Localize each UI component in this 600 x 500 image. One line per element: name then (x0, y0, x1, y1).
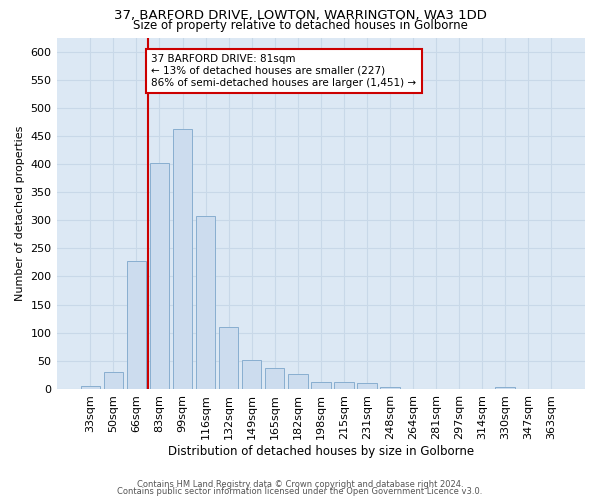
Bar (127, 262, 146, 389)
Bar (242, 360, 262, 389)
Bar (334, 382, 353, 389)
Text: Contains HM Land Registry data © Crown copyright and database right 2024.: Contains HM Land Registry data © Crown c… (137, 480, 463, 489)
Bar (104, 372, 123, 389)
Bar (149, 164, 169, 389)
Bar (380, 388, 400, 389)
Bar (265, 368, 284, 389)
Bar (311, 382, 331, 389)
Bar (196, 216, 215, 389)
Text: Contains public sector information licensed under the Open Government Licence v3: Contains public sector information licen… (118, 487, 482, 496)
Text: 37, BARFORD DRIVE, LOWTON, WARRINGTON, WA3 1DD: 37, BARFORD DRIVE, LOWTON, WARRINGTON, W… (113, 9, 487, 22)
Text: 37 BARFORD DRIVE: 81sqm
← 13% of detached houses are smaller (227)
86% of semi-d: 37 BARFORD DRIVE: 81sqm ← 13% of detache… (151, 54, 416, 88)
Text: Size of property relative to detached houses in Golborne: Size of property relative to detached ho… (133, 19, 467, 32)
Bar (80, 386, 100, 389)
Bar (173, 129, 193, 389)
Bar (219, 327, 238, 389)
Y-axis label: Number of detached properties: Number of detached properties (15, 126, 25, 301)
X-axis label: Distribution of detached houses by size in Golborne: Distribution of detached houses by size … (168, 444, 474, 458)
Bar (496, 388, 515, 389)
Bar (288, 374, 308, 389)
Bar (357, 384, 377, 389)
